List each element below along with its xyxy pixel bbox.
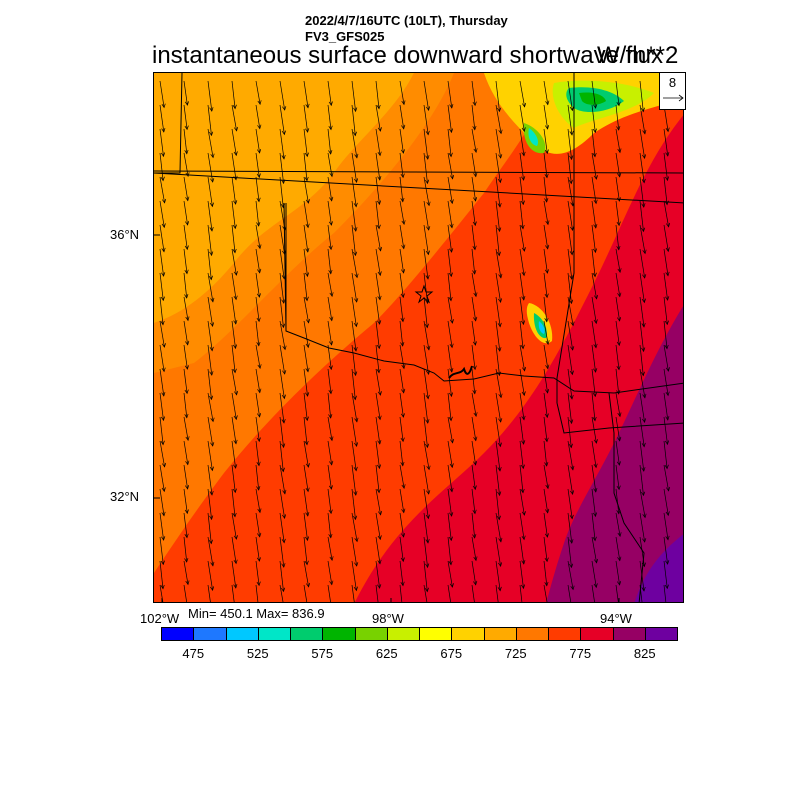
- map-plot-area[interactable]: [153, 72, 684, 603]
- colorbar-swatch: [193, 627, 227, 641]
- flux-field-map: [154, 73, 683, 602]
- map-title: instantaneous surface downward shortwave…: [152, 42, 663, 69]
- colorbar-tick-label: 475: [182, 646, 205, 661]
- colorbar-swatch: [225, 627, 259, 641]
- colorbar-swatch: [548, 627, 582, 641]
- min-max-label: Min= 450.1 Max= 836.9: [188, 606, 325, 621]
- reference-vector-value: 8: [668, 75, 677, 90]
- colorbar-swatch: [322, 627, 356, 641]
- colorbar: [161, 627, 678, 641]
- colorbar-swatch: [580, 627, 614, 641]
- colorbar-tick-label: 725: [504, 646, 527, 661]
- model-name-label: FV3_GFS025: [305, 29, 385, 44]
- colorbar-swatch: [451, 627, 485, 641]
- colorbar-swatch: [386, 627, 420, 641]
- colorbar-swatch: [515, 627, 549, 641]
- forecast-date-label: 2022/4/7/16UTC (10LT), Thursday: [305, 13, 508, 28]
- longitude-label-102: 102°W: [140, 611, 180, 626]
- latitude-label-36: 36°N: [110, 227, 140, 242]
- reference-vector-box: 8: [659, 72, 686, 110]
- colorbar-tick-label: 525: [246, 646, 269, 661]
- colorbar-tick-label: 675: [440, 646, 463, 661]
- latitude-label-32: 32°N: [110, 489, 140, 504]
- colorbar-swatch: [612, 627, 646, 641]
- units-label: W/m**2: [597, 42, 679, 69]
- colorbar-tick-label: 825: [633, 646, 656, 661]
- colorbar-swatch: [419, 627, 453, 641]
- longitude-label-98: 98°W: [372, 611, 404, 626]
- arrow-right-icon: [663, 94, 684, 102]
- colorbar-swatch: [290, 627, 324, 641]
- colorbar-swatch: [354, 627, 388, 641]
- colorbar-tick-label: 575: [311, 646, 334, 661]
- colorbar-swatch: [257, 627, 291, 641]
- colorbar-tick-label: 775: [569, 646, 592, 661]
- colorbar-swatch: [644, 627, 678, 641]
- longitude-label-94: 94°W: [600, 611, 632, 626]
- colorbar-swatch: [161, 627, 195, 641]
- colorbar-swatch: [483, 627, 517, 641]
- colorbar-tick-label: 625: [375, 646, 398, 661]
